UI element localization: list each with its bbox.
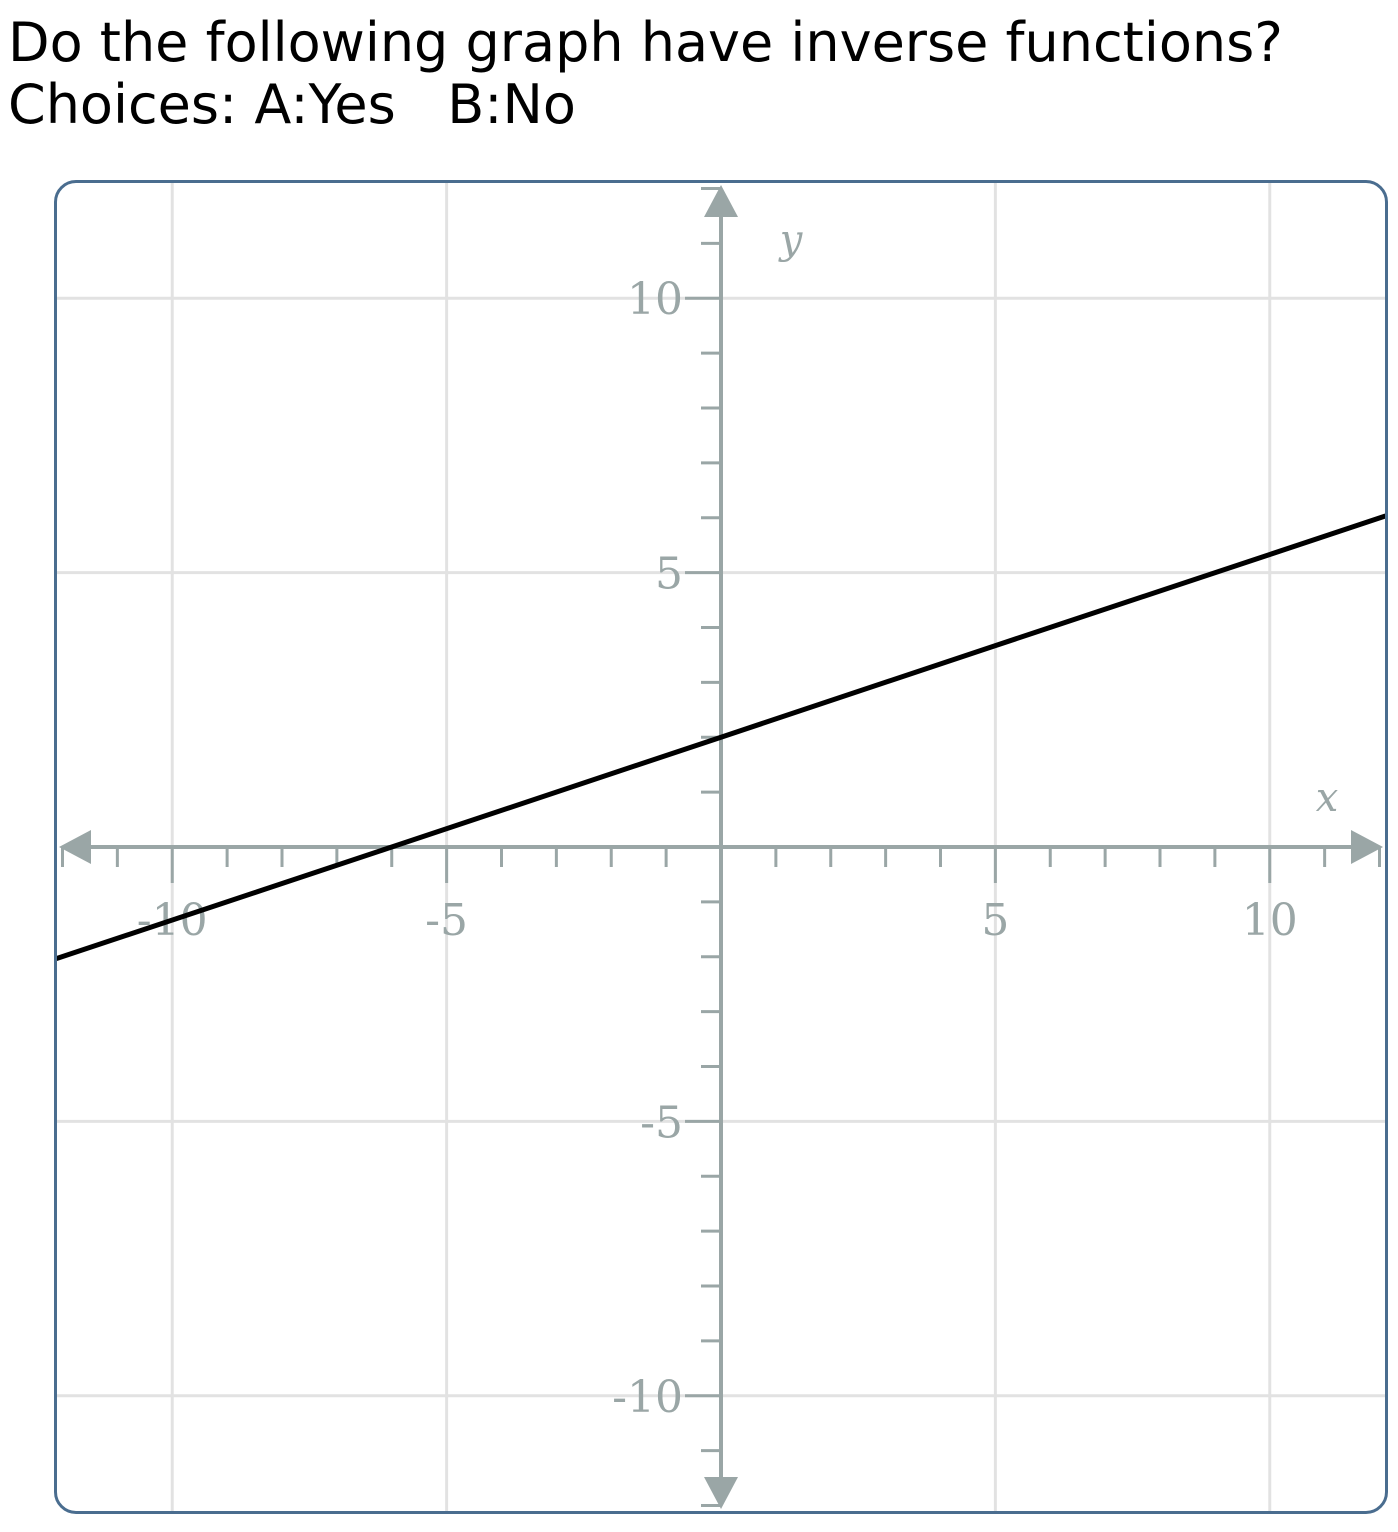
x-tick-label: -5 xyxy=(425,895,468,946)
axes xyxy=(59,185,1383,1509)
y-tick-label: -10 xyxy=(612,1372,683,1423)
graph-panel: -10 -5 5 10 -10 -5 5 10 x y xyxy=(54,180,1388,1514)
x-axis-right-arrow xyxy=(1351,830,1383,864)
question-choices: Choices: A:Yes B:No xyxy=(8,73,576,136)
y-axis-label: y xyxy=(778,217,804,263)
y-tick-label: 10 xyxy=(627,274,683,325)
x-axis-left-arrow xyxy=(59,830,91,864)
question-text: Do the following graph have inverse func… xyxy=(8,12,1283,136)
x-tick-label: 5 xyxy=(981,895,1009,946)
question-prompt: Do the following graph have inverse func… xyxy=(8,11,1283,74)
tick-marks xyxy=(60,186,1382,1508)
y-axis-bottom-arrow xyxy=(704,1477,738,1509)
series-line xyxy=(57,513,1385,961)
y-tick-label: 5 xyxy=(655,549,683,600)
function-graph xyxy=(57,513,1385,961)
y-axis-top-arrow xyxy=(704,185,738,217)
x-tick-label: 10 xyxy=(1242,895,1298,946)
y-tick-label: -5 xyxy=(640,1097,683,1148)
x-axis-label: x xyxy=(1316,775,1339,821)
